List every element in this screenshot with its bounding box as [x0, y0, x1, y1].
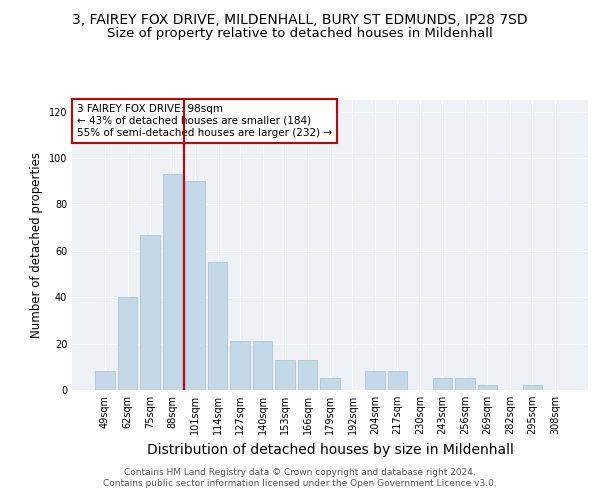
Bar	[298, 360, 317, 390]
Y-axis label: Number of detached properties: Number of detached properties	[30, 152, 43, 338]
Bar	[253, 342, 272, 390]
Text: 3 FAIREY FOX DRIVE: 98sqm
← 43% of detached houses are smaller (184)
55% of semi: 3 FAIREY FOX DRIVE: 98sqm ← 43% of detac…	[77, 104, 332, 138]
Bar	[230, 342, 250, 390]
Bar	[185, 181, 205, 390]
Bar	[523, 386, 542, 390]
Text: 3, FAIREY FOX DRIVE, MILDENHALL, BURY ST EDMUNDS, IP28 7SD: 3, FAIREY FOX DRIVE, MILDENHALL, BURY ST…	[72, 12, 528, 26]
Text: Size of property relative to detached houses in Mildenhall: Size of property relative to detached ho…	[107, 28, 493, 40]
Bar	[140, 234, 160, 390]
Bar	[433, 378, 452, 390]
Bar	[365, 372, 385, 390]
Bar	[275, 360, 295, 390]
Bar	[320, 378, 340, 390]
Bar	[208, 262, 227, 390]
X-axis label: Distribution of detached houses by size in Mildenhall: Distribution of detached houses by size …	[146, 442, 514, 456]
Bar	[455, 378, 475, 390]
Bar	[478, 386, 497, 390]
Bar	[95, 372, 115, 390]
Bar	[163, 174, 182, 390]
Bar	[118, 297, 137, 390]
Bar	[388, 372, 407, 390]
Text: Contains HM Land Registry data © Crown copyright and database right 2024.
Contai: Contains HM Land Registry data © Crown c…	[103, 468, 497, 487]
